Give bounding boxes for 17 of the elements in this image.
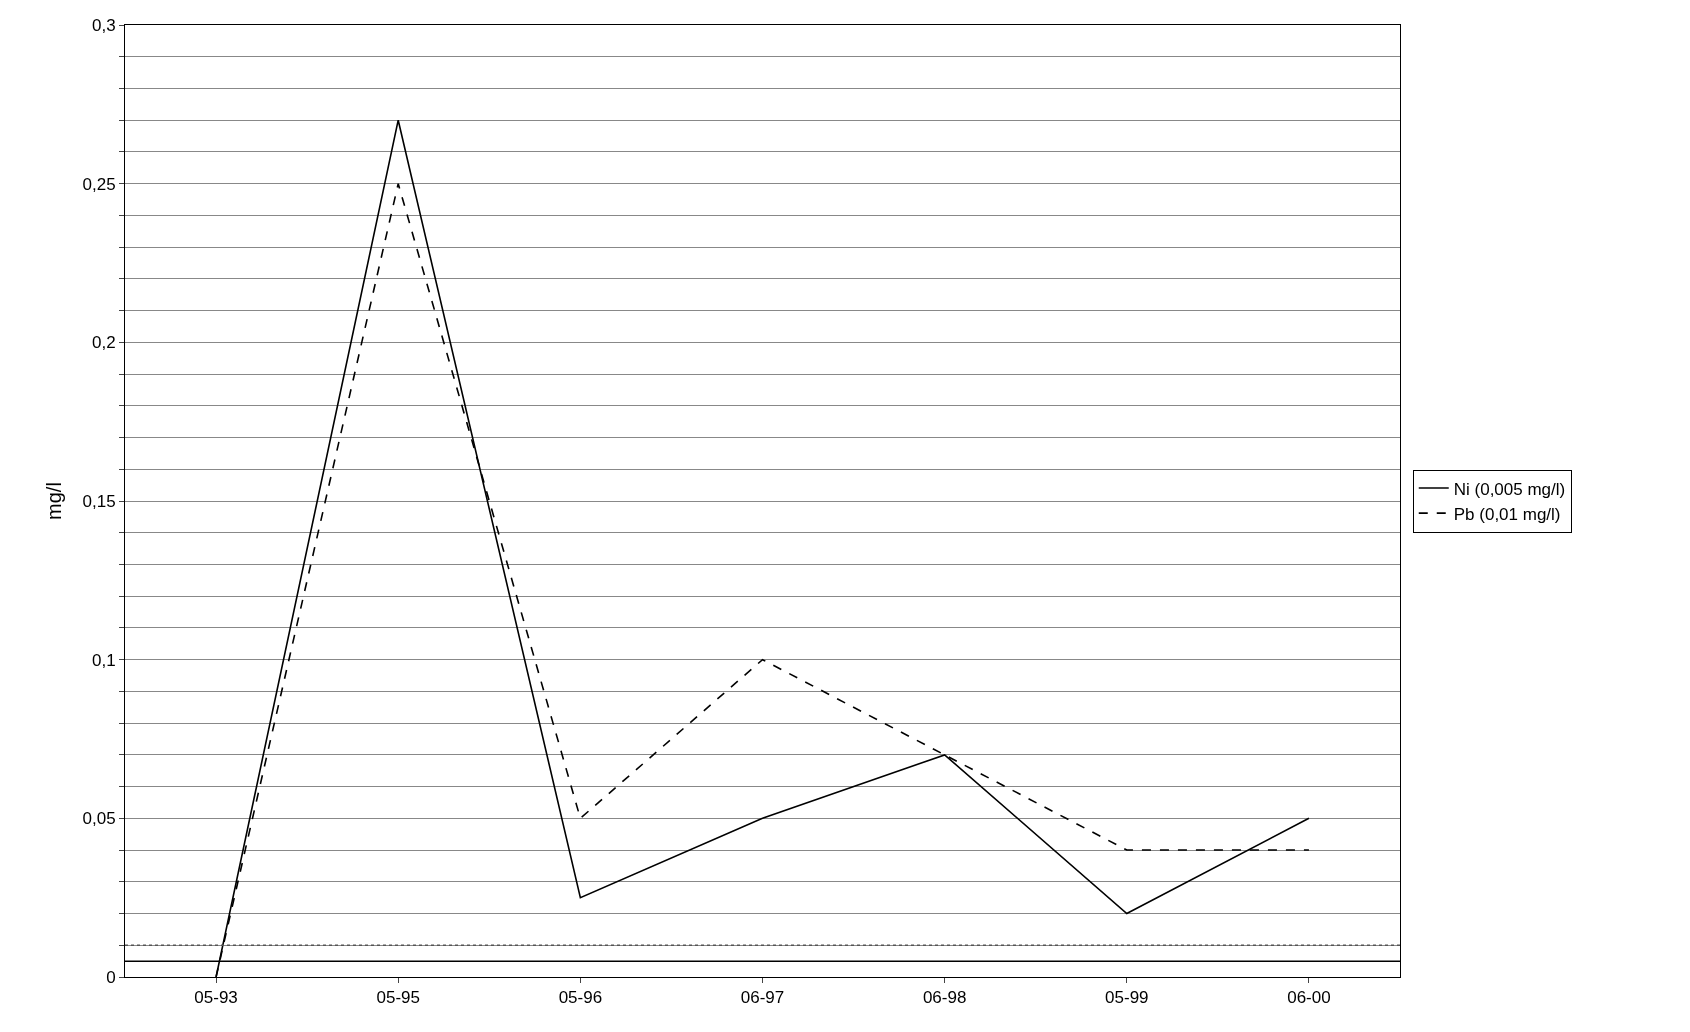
y-tick-label: 0,05 [82,809,116,829]
x-tick-label: 06-98 [922,988,967,1008]
legend-label: Pb (0,01 mg/l) [1453,504,1561,524]
y-axis-title: mg/l [43,482,66,520]
x-tick-label: 05-96 [558,988,603,1008]
y-tick-label: 0,25 [82,174,116,194]
x-tick-label: 05-99 [1105,988,1149,1008]
x-tick-label: 06-97 [740,988,785,1008]
x-tick-label: 05-93 [194,988,238,1008]
x-tick-label: 05-95 [376,988,420,1008]
y-tick-label: 0,2 [91,333,116,353]
y-tick-label: 0,15 [82,491,116,511]
y-tick-label: 0 [106,967,116,987]
y-tick-label: 0,1 [91,650,116,670]
legend-label: Ni (0,005 mg/l) [1453,479,1566,499]
y-tick-label: 0,3 [91,15,116,35]
x-tick-label: 06-00 [1287,988,1331,1008]
